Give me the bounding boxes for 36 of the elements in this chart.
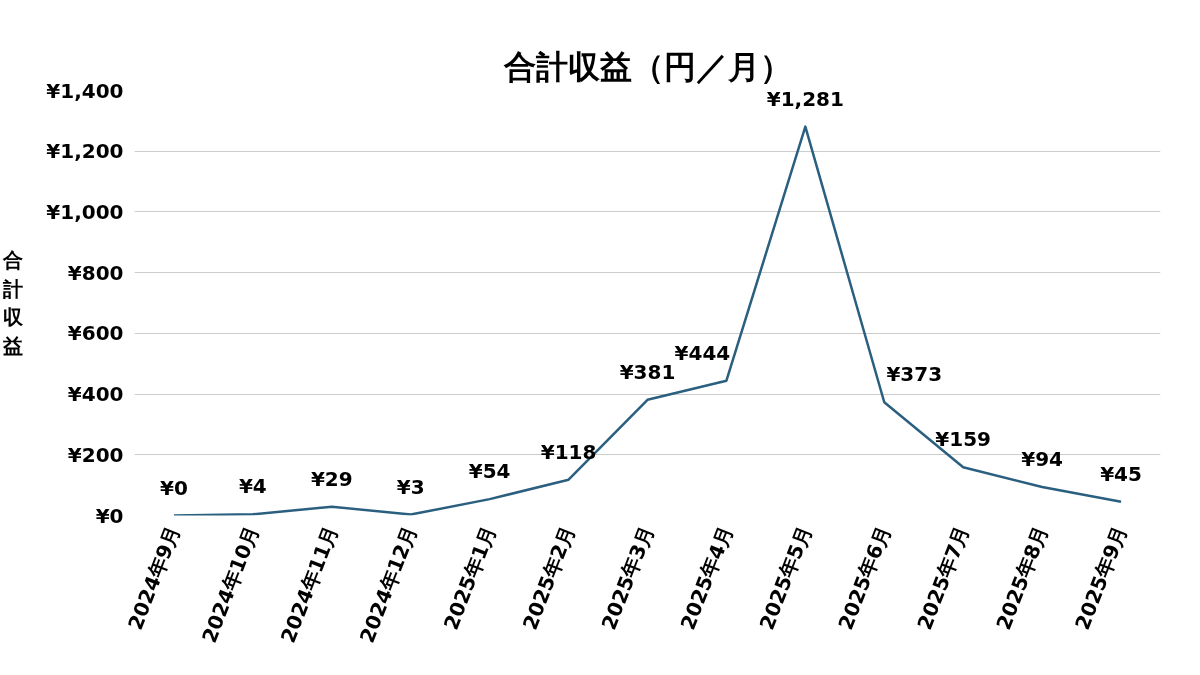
x-tick-label: 2025年6月 — [833, 522, 896, 633]
x-tick-label: 2024年9月 — [123, 522, 186, 633]
x-tick-label: 2025年7月 — [912, 522, 975, 633]
y-tick-label: ¥0 — [95, 503, 124, 528]
chart-title: 合計収益（円／月） — [502, 47, 792, 86]
data-label: ¥54 — [468, 459, 511, 484]
data-label: ¥45 — [1100, 461, 1142, 486]
y-tick-label: ¥800 — [67, 260, 124, 285]
y-tick-label: ¥600 — [67, 321, 124, 346]
x-tick-label: 2024年12月 — [354, 522, 422, 646]
data-label: ¥4 — [238, 474, 267, 499]
y-tick-label: ¥1,200 — [46, 139, 124, 164]
y-tick-label: ¥1,400 — [46, 78, 124, 103]
data-label: ¥381 — [619, 359, 676, 384]
data-label: ¥444 — [674, 340, 731, 365]
x-tick-label: 2025年1月 — [438, 522, 501, 633]
data-label: ¥29 — [310, 466, 353, 491]
x-tick-label: 2024年10月 — [196, 522, 265, 646]
data-label: ¥94 — [1021, 446, 1063, 471]
y-tick-label: ¥200 — [67, 442, 124, 467]
data-label: ¥159 — [935, 427, 992, 452]
data-label: ¥1,281 — [766, 86, 844, 111]
x-tick-label: 2025年3月 — [596, 522, 659, 633]
x-tick-label: 2024年11月 — [275, 522, 343, 646]
x-tick-label: 2025年9月 — [1070, 522, 1133, 633]
data-label: ¥373 — [886, 362, 943, 387]
x-tick-label: 2025年2月 — [517, 522, 580, 633]
data-label: ¥3 — [396, 474, 425, 499]
x-tick-label: 2025年4月 — [675, 522, 738, 633]
data-label: ¥118 — [540, 439, 597, 464]
y-tick-label: ¥400 — [67, 382, 124, 407]
y-axis-title: 合計収益 — [2, 247, 25, 359]
data-label: ¥0 — [160, 475, 188, 500]
y-tick-label: ¥1,000 — [46, 199, 124, 224]
x-tick-label: 2025年8月 — [991, 522, 1054, 633]
x-tick-label: 2025年5月 — [754, 522, 817, 633]
